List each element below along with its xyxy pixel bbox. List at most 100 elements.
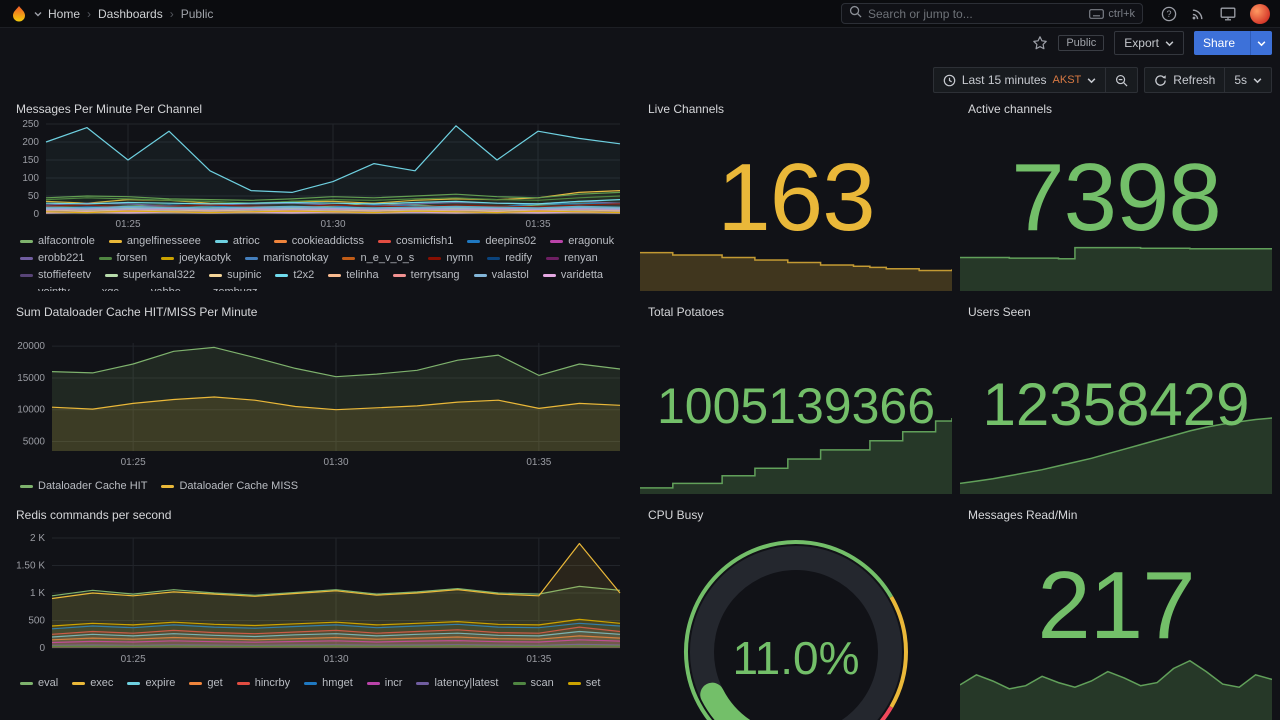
legend-item[interactable]: Dataloader Cache MISS — [161, 480, 298, 492]
legend-swatch — [105, 273, 118, 277]
time-range-picker[interactable]: Last 15 minutes AKST — [932, 67, 1107, 93]
legend-item[interactable]: varidetta — [542, 269, 603, 281]
panel-title[interactable]: CPU Busy — [648, 508, 704, 522]
legend-item[interactable]: cookieaddictss — [273, 235, 364, 247]
legend-label: incr — [384, 677, 403, 689]
legend-item[interactable]: scan — [512, 677, 554, 689]
svg-text:01:25: 01:25 — [121, 654, 146, 665]
svg-text:01:35: 01:35 — [526, 457, 551, 468]
svg-text:100: 100 — [22, 173, 39, 184]
refresh-button[interactable]: Refresh — [1144, 67, 1226, 93]
legend-item[interactable]: terrytsang — [392, 269, 460, 281]
legend-item[interactable]: incr — [366, 677, 403, 689]
dataloader-line-chart[interactable]: 5000 10000 15000 20000 01:25 01:30 01:35 — [16, 335, 624, 475]
refresh-interval-picker[interactable]: 5s — [1225, 67, 1272, 93]
legend-item[interactable]: alfacontrole — [20, 235, 95, 247]
legend-item[interactable]: forsen — [98, 252, 147, 264]
legend-item[interactable]: redify — [487, 252, 532, 264]
legend-swatch — [542, 273, 556, 277]
legend-swatch — [20, 290, 33, 291]
legend-item[interactable]: Dataloader Cache HIT — [20, 480, 147, 492]
legend-swatch — [20, 239, 33, 243]
legend-item[interactable]: eragonuk — [550, 235, 614, 247]
rss-icon[interactable] — [1191, 6, 1206, 21]
legend-item[interactable]: nymn — [428, 252, 473, 264]
legend-item[interactable]: marisnotokay — [245, 252, 328, 264]
star-icon[interactable] — [1032, 35, 1048, 51]
panel-title[interactable]: Redis commands per second — [16, 508, 172, 522]
breadcrumb-home[interactable]: Home — [48, 6, 81, 21]
legend-item[interactable]: eval — [20, 677, 58, 689]
svg-text:?: ? — [1166, 9, 1171, 19]
legend-item[interactable]: set — [567, 677, 600, 689]
legend-label: xqc — [102, 286, 119, 291]
share-dropdown-caret[interactable] — [1250, 31, 1272, 55]
breadcrumb-separator: › — [169, 6, 174, 21]
legend-item[interactable]: erobb221 — [20, 252, 85, 264]
grafana-logo[interactable] — [10, 5, 28, 23]
legend-item[interactable]: exec — [72, 677, 113, 689]
panel-title[interactable]: Messages Read/Min — [968, 508, 1078, 522]
legend-label: exec — [90, 677, 114, 689]
legend-swatch — [487, 256, 501, 260]
svg-text:0: 0 — [33, 209, 39, 220]
legend-item[interactable]: joeykaotyk — [161, 252, 231, 264]
panel-title[interactable]: Users Seen — [968, 305, 1031, 319]
breadcrumb-dashboards[interactable]: Dashboards — [98, 6, 163, 21]
legend-item[interactable]: cosmicfish1 — [377, 235, 453, 247]
stat-value: 163 — [717, 144, 875, 251]
legend-item[interactable]: supinic — [209, 269, 261, 281]
legend-item[interactable]: get — [189, 677, 223, 689]
legend-item[interactable]: atrioc — [214, 235, 260, 247]
search-input[interactable]: Search or jump to... ctrl+k — [841, 3, 1143, 24]
refresh-icon — [1155, 74, 1167, 86]
legend-label: latency|latest — [434, 677, 499, 689]
legend-label: vointtv — [38, 286, 70, 291]
avatar[interactable] — [1250, 3, 1270, 24]
svg-text:0: 0 — [39, 643, 45, 654]
legend-item[interactable]: hincrby — [236, 677, 291, 689]
panel-title[interactable]: Total Potatoes — [648, 305, 725, 319]
panel-title[interactable]: Active channels — [968, 102, 1053, 116]
legend-item[interactable]: zembugz — [194, 286, 258, 291]
legend-item[interactable]: telinha — [328, 269, 379, 281]
panel-title[interactable]: Sum Dataloader Cache HIT/MISS Per Minute — [16, 305, 258, 319]
svg-text:20000: 20000 — [17, 341, 45, 352]
panel-title[interactable]: Live Channels — [648, 102, 725, 116]
legend-item[interactable]: t2x2 — [275, 269, 314, 281]
legend-item[interactable]: renyan — [546, 252, 598, 264]
chevron-down-icon — [1087, 77, 1096, 83]
svg-text:01:30: 01:30 — [323, 654, 348, 665]
legend-item[interactable]: stoffiefeetv — [20, 269, 91, 281]
export-button[interactable]: Export — [1114, 31, 1184, 55]
legend-item[interactable]: latency|latest — [416, 677, 499, 689]
legend-item[interactable]: superkanal322 — [105, 269, 195, 281]
messages-line-chart[interactable]: 0 50 100 150 200 250 01:25 01:30 01:35 — [16, 118, 624, 230]
legend-item[interactable]: n_e_v_o_s — [342, 252, 414, 264]
zoom-out-button[interactable] — [1106, 67, 1139, 93]
legend-label: Dataloader Cache HIT — [38, 480, 148, 492]
legend-item[interactable]: vointtv — [20, 286, 70, 291]
redis-line-chart[interactable]: 0 500 1 K 1.50 K 2 K 01:25 01:30 01:35 — [16, 532, 624, 672]
legend-item[interactable]: hmget — [304, 677, 353, 689]
panel-total-potatoes: Total Potatoes 1005139366 — [640, 299, 952, 494]
legend-item[interactable]: expire — [127, 677, 175, 689]
legend-item[interactable]: angelfinesseee — [108, 235, 201, 247]
monitor-icon[interactable] — [1220, 6, 1236, 22]
share-button[interactable]: Share — [1193, 31, 1272, 55]
legend-label: alfacontrole — [38, 235, 95, 247]
legend-label: hincrby — [254, 677, 291, 689]
public-tag[interactable]: Public — [1058, 35, 1105, 51]
legend-item[interactable]: yabbe — [132, 286, 181, 291]
chevron-down-icon[interactable] — [34, 10, 42, 18]
legend-item[interactable]: valastol — [473, 269, 529, 281]
legend-label: zembugz — [213, 286, 258, 291]
panel-title[interactable]: Messages Per Minute Per Channel — [16, 102, 203, 116]
legend-item[interactable]: deepins02 — [467, 235, 536, 247]
svg-text:500: 500 — [28, 616, 45, 627]
chart-legend: Dataloader Cache HIT Dataloader Cache MIS… — [16, 480, 624, 492]
legend-item[interactable]: xqc — [83, 286, 119, 291]
search-icon — [849, 5, 862, 23]
help-icon[interactable]: ? — [1161, 6, 1177, 22]
chart-legend: eval exec expire get hincrby hmget incr latency… — [16, 677, 624, 689]
